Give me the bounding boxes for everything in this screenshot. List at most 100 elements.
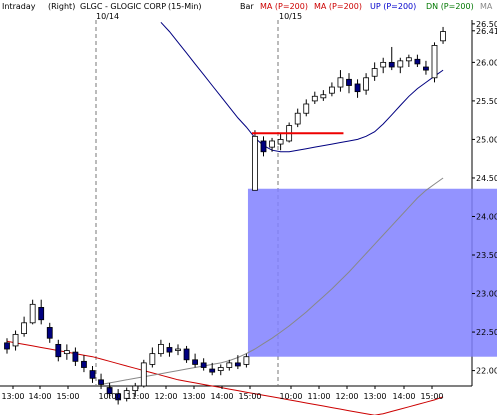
candle-body	[252, 135, 258, 191]
candle	[363, 73, 370, 95]
candle-body	[217, 367, 224, 371]
x-tick-label: 12:00	[154, 392, 177, 401]
candle-body	[440, 31, 446, 42]
candle-body	[388, 61, 395, 68]
candle	[89, 365, 96, 383]
candle-body	[192, 359, 199, 365]
candle-body	[260, 140, 267, 153]
candle	[200, 358, 207, 371]
candle-body	[175, 348, 181, 351]
candle	[260, 136, 267, 157]
legend-ma-3: MA	[480, 2, 493, 11]
candle-body	[303, 103, 310, 114]
candle-body	[397, 60, 404, 68]
candle-body	[423, 66, 429, 71]
x-tick-label: 13:00	[1, 392, 24, 401]
candle	[123, 387, 130, 402]
candle	[98, 373, 104, 390]
candle-body	[38, 307, 45, 321]
candle	[63, 344, 70, 360]
x-tick-label: 14:00	[210, 392, 233, 401]
candle	[157, 339, 164, 357]
candle	[55, 339, 62, 362]
y-tick-label: 26.50	[476, 20, 497, 29]
candle-body	[4, 342, 10, 350]
candle	[115, 389, 122, 405]
candle	[371, 62, 378, 81]
candle	[328, 82, 335, 97]
header-scale: (Right)	[48, 2, 75, 11]
candle-body	[311, 95, 318, 102]
candle-body	[414, 58, 421, 65]
candle	[46, 322, 53, 343]
x-axis-ticks: 13:00 14:00 15:00 10:00 11:00 12:00 13:00 14:00…	[1, 386, 444, 401]
candle-body	[115, 393, 122, 401]
candle-body	[269, 140, 275, 148]
header-symbol-title: GLGC - GLOGIC CORP	[80, 2, 166, 11]
candle	[243, 353, 250, 368]
candle	[431, 42, 438, 83]
header-interval: (15-Min)	[168, 2, 202, 11]
candle	[29, 299, 36, 325]
candle	[405, 54, 412, 68]
candle	[192, 353, 199, 368]
y-tick-label: 22.00	[476, 367, 497, 376]
x-tick-label: 12:00	[335, 392, 358, 401]
candle	[217, 364, 224, 376]
candle-body	[63, 350, 70, 355]
candle	[354, 79, 361, 98]
header-mode: Intraday	[2, 2, 36, 11]
candle-body	[123, 390, 130, 399]
candle-body	[405, 57, 412, 62]
candle-body	[234, 362, 241, 367]
candle	[183, 345, 190, 363]
candle	[4, 338, 10, 354]
x-tick-label: 10:00	[279, 392, 302, 401]
x-tick-label: 15:00	[238, 392, 261, 401]
y-tick-label: 23.50	[476, 251, 497, 260]
candle	[175, 344, 181, 356]
candle-body	[226, 362, 233, 368]
candle-body	[380, 61, 387, 68]
candle	[440, 26, 446, 44]
candle	[21, 316, 28, 337]
candle	[140, 359, 147, 388]
x-tick-label: 13:00	[182, 392, 205, 401]
candles-layer	[4, 26, 446, 405]
candle-body	[277, 139, 284, 145]
candle-body	[55, 343, 62, 358]
candle	[226, 359, 233, 371]
candle-body	[89, 370, 96, 379]
candle	[277, 133, 284, 151]
last-price-label: 26.41	[476, 27, 497, 36]
candle	[397, 57, 404, 74]
candle	[346, 73, 352, 94]
candle	[234, 355, 241, 370]
candle-body	[294, 112, 301, 125]
x-tick-label: 10:00	[98, 392, 121, 401]
candle-body	[371, 68, 378, 77]
y-tick-label: 22.50	[476, 328, 497, 337]
candle-body	[320, 94, 327, 99]
header-chart-style: Bar	[240, 2, 254, 11]
candle-body	[431, 45, 438, 79]
candle	[81, 355, 87, 373]
y-tick-label: 24.50	[476, 174, 497, 183]
candle	[337, 70, 344, 92]
candle	[12, 330, 19, 351]
legend-ma-1: MA (P=200)	[260, 2, 308, 11]
x-tick-label: 14:00	[392, 392, 415, 401]
candle-body	[12, 333, 19, 347]
candle	[388, 46, 395, 71]
candle	[166, 342, 173, 357]
indicator-line-2	[160, 21, 444, 153]
candle	[380, 57, 387, 74]
candle-body	[200, 362, 207, 368]
y-tick-label: 25.50	[476, 97, 497, 106]
candle-body	[21, 322, 28, 335]
y-tick-label: 23.00	[476, 290, 497, 299]
highlight-box	[247, 188, 497, 357]
x-tick-label: 11:00	[126, 392, 149, 401]
